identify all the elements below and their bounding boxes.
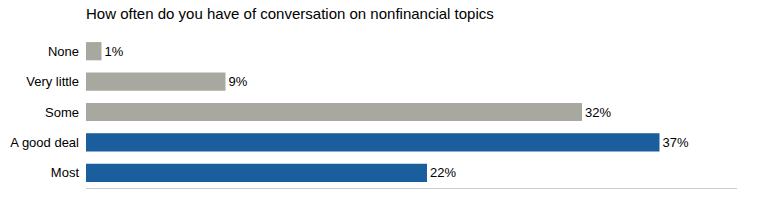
svg-text:Very little: Very little: [26, 74, 79, 89]
svg-text:How often do you have of conve: How often do you have of conversation on…: [86, 5, 494, 22]
svg-text:None: None: [48, 44, 79, 59]
svg-text:9%: 9%: [229, 74, 248, 89]
svg-text:22%: 22%: [430, 165, 456, 180]
svg-text:32%: 32%: [585, 105, 611, 120]
svg-text:A good deal: A good deal: [10, 135, 79, 150]
svg-text:Most: Most: [51, 165, 80, 180]
svg-text:37%: 37%: [663, 135, 689, 150]
svg-text:1%: 1%: [105, 44, 124, 59]
svg-text:Some: Some: [45, 105, 79, 120]
